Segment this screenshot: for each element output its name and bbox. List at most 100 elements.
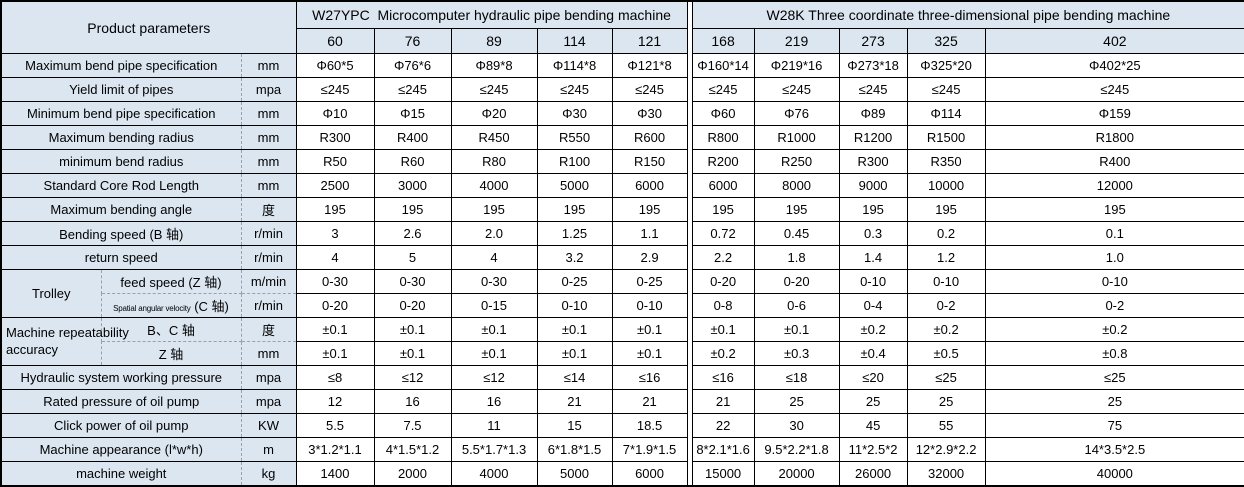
value-cell: 0-25 <box>536 269 613 294</box>
value-cell: 6000 <box>611 461 688 487</box>
value-cell: 0-10 <box>984 269 1244 294</box>
model-header: 114 <box>536 28 613 54</box>
value-cell: ±0.2 <box>906 317 986 342</box>
unit-cell: r/min <box>240 245 297 270</box>
value-cell: 4 <box>450 245 538 270</box>
value-cell: Φ114*8 <box>536 53 613 78</box>
value-cell: 195 <box>450 197 538 222</box>
value-cell: ≤16 <box>611 365 688 390</box>
value-cell: 1.8 <box>753 245 840 270</box>
right-section-title: W28K Three coordinate three-dimensional … <box>691 0 1244 29</box>
value-cell: ±0.1 <box>450 341 538 366</box>
value-cell: ±0.4 <box>838 341 908 366</box>
value-cell: 0-30 <box>450 269 538 294</box>
value-cell: 7*1.9*1.5 <box>611 437 688 462</box>
value-cell: 1.1 <box>611 221 688 246</box>
param-label: Yield limit of pipes <box>0 77 242 102</box>
value-cell: ±0.1 <box>536 317 613 342</box>
value-cell: 2.9 <box>611 245 688 270</box>
value-cell: R1800 <box>984 125 1244 150</box>
value-cell: R1000 <box>753 125 840 150</box>
value-cell: 32000 <box>906 461 986 487</box>
value-cell: Φ60 <box>691 101 755 126</box>
value-cell: 5 <box>373 245 452 270</box>
unit-cell: mm <box>240 101 297 126</box>
value-cell: 11*2.5*2 <box>838 437 908 462</box>
value-cell: Φ60*5 <box>295 53 375 78</box>
value-cell: R100 <box>536 149 613 174</box>
table-row: Maximum bending radius mm R300 R400 R450 R550… <box>0 125 1244 150</box>
param-label: Maximum bend pipe specification <box>0 53 242 78</box>
param-label: Hydraulic system working pressure <box>0 365 242 390</box>
table-row: Spatial angular velocity (C 轴) r/min 0-20 0… <box>1 293 1244 318</box>
value-cell: ≤18 <box>753 365 840 390</box>
value-cell: R300 <box>838 149 908 174</box>
value-cell: 0-10 <box>611 293 688 318</box>
value-cell: 1400 <box>295 461 375 487</box>
value-cell: 6000 <box>611 173 688 198</box>
param-label: Machine appearance (l*w*h) <box>0 437 242 462</box>
param-label: return speed <box>0 245 242 270</box>
param-label: Minimum bend pipe specification <box>0 101 242 126</box>
value-cell: 0-8 <box>691 293 755 318</box>
value-cell: ≤25 <box>906 365 986 390</box>
group-label-text: Machine repeatability accuracy <box>6 325 129 357</box>
group-label: Trolley <box>0 269 102 318</box>
unit-cell: mpa <box>240 77 297 102</box>
table-row: Standard Core Rod Length mm 2500 3000 4000 50… <box>0 173 1244 198</box>
table-row: return speed r/min 4 5 4 3.2 2.9 2.2 1.8 1.4 1.2 1.… <box>0 245 1244 270</box>
value-cell: 4 <box>295 245 375 270</box>
table-row: Bending speed (B 轴) r/min 3 2.6 2.0 1.25 1.1 0.… <box>0 221 1244 246</box>
unit-cell: kg <box>240 461 297 487</box>
value-cell: R450 <box>450 125 538 150</box>
value-cell: 195 <box>536 197 613 222</box>
param-label: Maximum bending angle <box>0 197 242 222</box>
value-cell: 2000 <box>373 461 452 487</box>
value-cell: 0-15 <box>450 293 538 318</box>
value-cell: Φ89*8 <box>450 53 538 78</box>
value-cell: 0.72 <box>691 221 755 246</box>
table-row: Maximum bending angle 度 195 195 195 195 195 195… <box>0 197 1244 222</box>
value-cell: 5.5*1.7*1.3 <box>450 437 538 462</box>
value-cell: 3 <box>295 221 375 246</box>
value-cell: ≤245 <box>906 77 986 102</box>
unit-cell: mm <box>240 125 297 150</box>
value-cell: Φ76 <box>753 101 840 126</box>
unit-cell: r/min <box>240 293 297 318</box>
value-cell: Φ114 <box>906 101 986 126</box>
unit-cell: 度 <box>240 317 297 342</box>
group-label-text: Trolley <box>31 286 71 301</box>
param-label: minimum bend radius <box>0 149 242 174</box>
unit-cell: mm <box>240 53 297 78</box>
model-header: 402 <box>984 28 1244 54</box>
value-cell: R800 <box>691 125 755 150</box>
value-cell: ±0.1 <box>373 317 452 342</box>
value-cell: 5000 <box>536 173 613 198</box>
value-cell: R600 <box>611 125 688 150</box>
value-cell: ≤245 <box>611 77 688 102</box>
model-header: 60 <box>295 28 375 54</box>
value-cell: 0-2 <box>906 293 986 318</box>
value-cell: R80 <box>450 149 538 174</box>
value-cell: 20000 <box>753 461 840 487</box>
value-cell: 22 <box>691 413 755 438</box>
value-cell: R400 <box>984 149 1244 174</box>
value-cell: 0.45 <box>753 221 840 246</box>
model-header: 168 <box>691 28 755 54</box>
unit-cell: r/min <box>240 221 297 246</box>
param-label: Standard Core Rod Length <box>0 173 242 198</box>
value-cell: 0-4 <box>838 293 908 318</box>
value-cell: 2.6 <box>373 221 452 246</box>
table-row: Hydraulic system working pressure mpa ≤8 ≤1… <box>0 365 1244 390</box>
value-cell: ±0.1 <box>450 317 538 342</box>
unit-cell: mm <box>240 173 297 198</box>
value-cell: 0-10 <box>838 269 908 294</box>
value-cell: 26000 <box>838 461 908 487</box>
value-cell: ≤245 <box>536 77 613 102</box>
value-cell: ±0.3 <box>753 341 840 366</box>
value-cell: ≤25 <box>984 365 1244 390</box>
model-header: 76 <box>373 28 452 54</box>
value-cell: ≤14 <box>536 365 613 390</box>
value-cell: Φ20 <box>450 101 538 126</box>
